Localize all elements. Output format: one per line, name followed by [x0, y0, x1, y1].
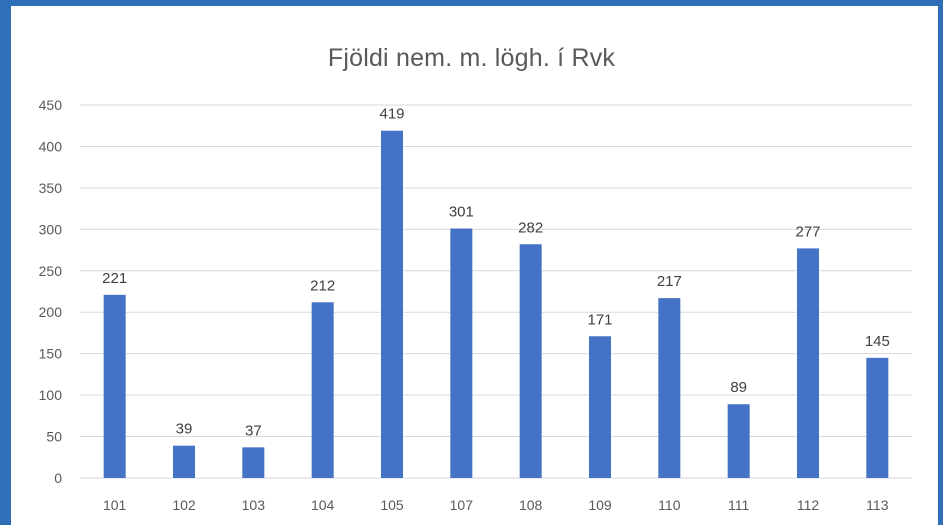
bar-103: [242, 447, 265, 478]
data-label-105: 419: [379, 106, 404, 123]
x-tick-label: 110: [658, 497, 681, 513]
data-label-109: 171: [587, 311, 612, 328]
bar-109: [589, 336, 611, 478]
y-tick-label: 300: [39, 221, 63, 237]
bar-110: [658, 298, 681, 478]
bar-108: [519, 244, 542, 478]
x-tick-label: 101: [103, 497, 127, 513]
y-tick-label: 50: [46, 429, 62, 445]
data-label-108: 282: [518, 219, 543, 236]
y-tick-label: 400: [39, 138, 63, 154]
y-tick-label: 450: [39, 97, 63, 113]
bar-107: [450, 228, 473, 478]
bar-104: [311, 302, 334, 478]
x-axis-ticks: 101 102 103 104 105 107 108 109 110 111 112 113: [103, 497, 889, 513]
bar-102: [173, 445, 195, 478]
x-tick-label: 113: [866, 497, 889, 513]
bar-101: [103, 294, 126, 478]
data-label-101: 221: [102, 270, 127, 287]
x-tick-label: 108: [519, 497, 543, 513]
bar-111: [727, 404, 750, 478]
data-labels: 221 39 37 212 419 301 282 171 217 89 277 145: [102, 106, 890, 440]
gridlines: [80, 104, 912, 479]
y-tick-label: 250: [39, 263, 63, 279]
data-label-112: 277: [795, 223, 820, 240]
x-tick-label: 102: [172, 497, 196, 513]
data-label-107: 301: [449, 204, 474, 221]
y-tick-label: 150: [39, 346, 63, 362]
x-tick-label: 112: [797, 497, 820, 513]
data-label-102: 39: [176, 421, 193, 438]
x-tick-label: 111: [728, 497, 749, 513]
data-label-110: 217: [657, 273, 682, 290]
bars: [103, 130, 889, 478]
y-axis-ticks: 0 50 100 150 200 250 300 350 400 450: [39, 97, 63, 486]
data-label-104: 212: [310, 277, 335, 294]
data-label-111: 89: [730, 379, 747, 396]
x-tick-label: 109: [588, 497, 612, 513]
x-tick-label: 105: [380, 497, 404, 513]
chart-title: Fjöldi nem. m. lögh. í Rvk: [327, 44, 616, 72]
bar-113: [866, 357, 889, 478]
x-tick-label: 103: [242, 497, 266, 513]
bar-105: [381, 130, 403, 478]
y-tick-label: 100: [39, 387, 63, 403]
y-tick-label: 350: [39, 180, 63, 196]
y-tick-label: 200: [39, 304, 63, 320]
y-tick-label: 0: [54, 470, 62, 486]
bar-112: [797, 248, 819, 478]
x-tick-label: 107: [450, 497, 474, 513]
data-label-103: 37: [245, 422, 262, 439]
x-tick-label: 104: [311, 497, 335, 513]
data-label-113: 145: [865, 333, 890, 350]
